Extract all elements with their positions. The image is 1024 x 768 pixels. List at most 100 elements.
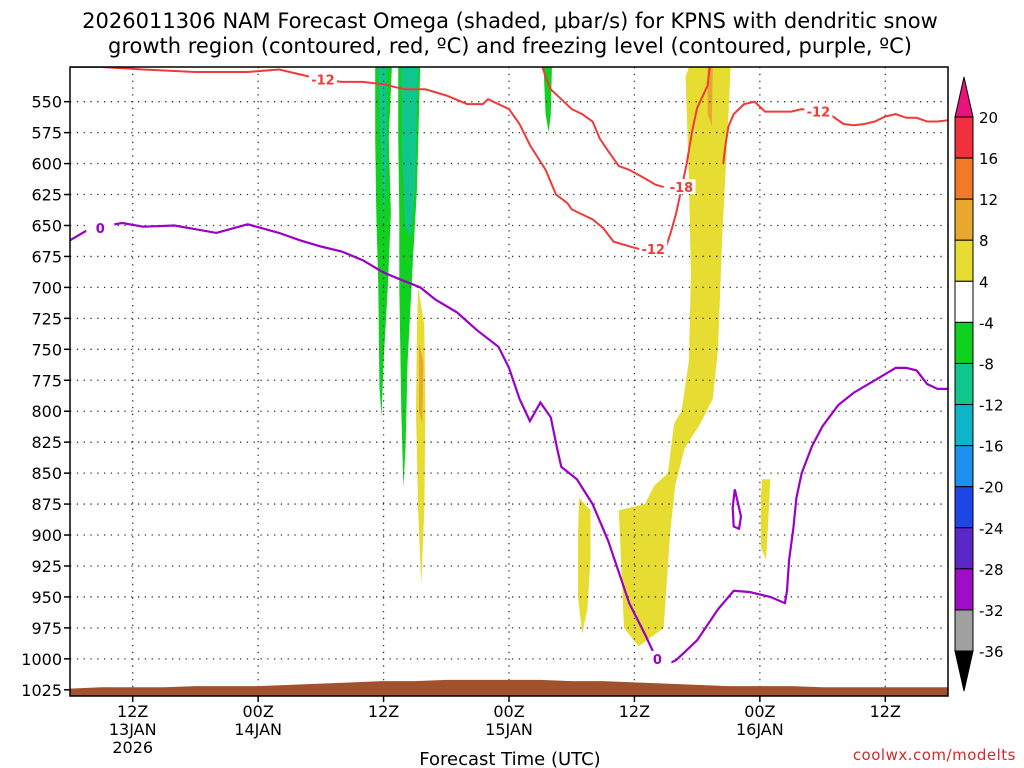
x-tick-label-66-1: 16JAN bbox=[736, 720, 784, 739]
freezing-label-a: 0 bbox=[96, 222, 105, 237]
colorbar-label-10: -24 bbox=[979, 520, 1004, 538]
freezing-label-b-bg bbox=[643, 650, 672, 666]
colorbar-bin-2 bbox=[954, 198, 974, 241]
x-tick-label-78-0: 12Z bbox=[870, 702, 901, 721]
y-tick-label-1000: 1000 bbox=[21, 650, 62, 669]
colorbar-bin-6 bbox=[954, 362, 974, 406]
y-tick-label-800: 800 bbox=[31, 402, 62, 421]
colorbar-bin-3 bbox=[954, 239, 974, 282]
y-tick-label-750: 750 bbox=[31, 340, 62, 359]
omega-region-4 bbox=[543, 67, 552, 133]
freezing-level-contour-loop bbox=[731, 488, 743, 531]
colorbar-bin-4 bbox=[954, 280, 974, 323]
omega-region-9 bbox=[578, 497, 591, 635]
x-axis-label: Forecast Time (UTC) bbox=[419, 749, 600, 768]
omega-region-6 bbox=[419, 343, 424, 424]
chart-title-line1: 2026011306 NAM Forecast Omega (shaded, μ… bbox=[82, 9, 938, 33]
colorbar: 20 16 12 8 4 -4 -8 -12 -16 -20 -24 -28 -32 -36 bbox=[954, 76, 1004, 692]
credit-text: coolwx.com/modelts bbox=[853, 746, 1016, 764]
colorbar-label-3: 8 bbox=[979, 232, 989, 250]
colorbar-bin-8 bbox=[954, 445, 974, 488]
colorbar-top-arrow bbox=[954, 76, 974, 118]
terrain-fill bbox=[70, 679, 948, 696]
x-tick-label-30-0: 12Z bbox=[368, 702, 399, 721]
y-tick-label-575: 575 bbox=[31, 124, 62, 143]
colorbar-label-12: -32 bbox=[979, 602, 1004, 620]
y-tick-label-550: 550 bbox=[31, 93, 62, 112]
y-tick-label-675: 675 bbox=[31, 247, 62, 266]
colorbar-label-11: -28 bbox=[979, 561, 1004, 579]
y-tick-label-825: 825 bbox=[31, 433, 62, 452]
y-tick-label-900: 900 bbox=[31, 526, 62, 545]
dgz-label-b: -12 bbox=[641, 243, 665, 258]
omega-region-10 bbox=[760, 479, 771, 560]
plot-area bbox=[70, 67, 948, 696]
y-tick-label-625: 625 bbox=[31, 186, 62, 205]
y-tick-label-700: 700 bbox=[31, 278, 62, 297]
x-tick-label-66-0: 00Z bbox=[744, 702, 775, 721]
x-tick-label-6-2: 2026 bbox=[112, 738, 153, 757]
dgz-label-c: -18 bbox=[670, 181, 694, 196]
y-tick-label-950: 950 bbox=[31, 588, 62, 607]
colorbar-bin-5 bbox=[954, 321, 974, 364]
y-tick-label-1025: 1025 bbox=[21, 681, 62, 700]
chart-title-line2: growth region (contoured, red, ºC) and f… bbox=[108, 34, 912, 58]
contours: -12 -12 -18 -12 0 0 bbox=[70, 67, 948, 668]
colorbar-bin-7 bbox=[954, 404, 974, 447]
dgz-contour-1 bbox=[541, 67, 664, 189]
colorbar-label-6: -8 bbox=[979, 355, 994, 373]
dgz-label-a: -12 bbox=[311, 73, 335, 88]
plot-background bbox=[70, 67, 948, 696]
y-tick-label-725: 725 bbox=[31, 309, 62, 328]
colorbar-label-9: -20 bbox=[979, 479, 1004, 497]
dgz-contour-3 bbox=[722, 100, 948, 164]
omega-region-0 bbox=[375, 67, 392, 418]
y-tick-label-925: 925 bbox=[31, 557, 62, 576]
y-tick-label-850: 850 bbox=[31, 464, 62, 483]
x-tick-label-6-1: 13JAN bbox=[109, 720, 157, 739]
dgz-label-b-bg bbox=[639, 241, 668, 257]
terrain-area bbox=[70, 679, 948, 696]
x-tick-label-18-0: 00Z bbox=[242, 702, 273, 721]
dgz-label-d-bg bbox=[804, 103, 833, 119]
colorbar-label-0: 20 bbox=[979, 109, 998, 127]
freezing-level-contour bbox=[70, 221, 948, 667]
colorbar-bin-11 bbox=[954, 568, 974, 611]
colorbar-label-1: 16 bbox=[979, 150, 998, 168]
colorbar-label-13: -36 bbox=[979, 643, 1004, 661]
omega-region-1 bbox=[378, 67, 387, 226]
freezing-label-a-bg bbox=[86, 219, 115, 235]
x-tick-label-6-0: 12Z bbox=[117, 702, 148, 721]
dgz-label-a-bg bbox=[308, 71, 337, 87]
colorbar-label-5: -4 bbox=[979, 314, 994, 332]
y-tick-label-650: 650 bbox=[31, 216, 62, 235]
gridlines bbox=[70, 67, 948, 696]
y-tick-label-775: 775 bbox=[31, 371, 62, 390]
colorbar-bin-0 bbox=[954, 116, 974, 159]
omega-region-7 bbox=[618, 67, 731, 647]
dgz-label-d: -12 bbox=[807, 106, 831, 121]
y-tick-label-875: 875 bbox=[31, 495, 62, 514]
dgz-label-c-bg bbox=[667, 179, 696, 195]
colorbar-bin-10 bbox=[954, 527, 974, 570]
colorbar-label-2: 12 bbox=[979, 191, 998, 209]
colorbar-bin-9 bbox=[954, 486, 974, 529]
omega-shading bbox=[375, 67, 771, 647]
x-tick-label-18-1: 14JAN bbox=[234, 720, 282, 739]
colorbar-label-7: -12 bbox=[979, 397, 1004, 415]
pressure-axis: 550 575 600 625 650 675 700 725 750 775 800 825 850 8… bbox=[21, 93, 70, 700]
omega-region-3 bbox=[401, 67, 419, 238]
x-tick-label-54-0: 12Z bbox=[619, 702, 650, 721]
x-tick-label-42-0: 00Z bbox=[493, 702, 524, 721]
colorbar-label-4: 4 bbox=[979, 273, 989, 291]
colorbar-label-8: -16 bbox=[979, 438, 1004, 456]
x-tick-label-42-1: 15JAN bbox=[485, 720, 533, 739]
colorbar-bottom-arrow bbox=[954, 650, 974, 692]
colorbar-bin-12 bbox=[954, 609, 974, 652]
y-tick-label-975: 975 bbox=[31, 619, 62, 638]
y-tick-label-600: 600 bbox=[31, 155, 62, 174]
colorbar-bin-1 bbox=[954, 157, 974, 200]
dgz-contour-0 bbox=[70, 67, 711, 252]
